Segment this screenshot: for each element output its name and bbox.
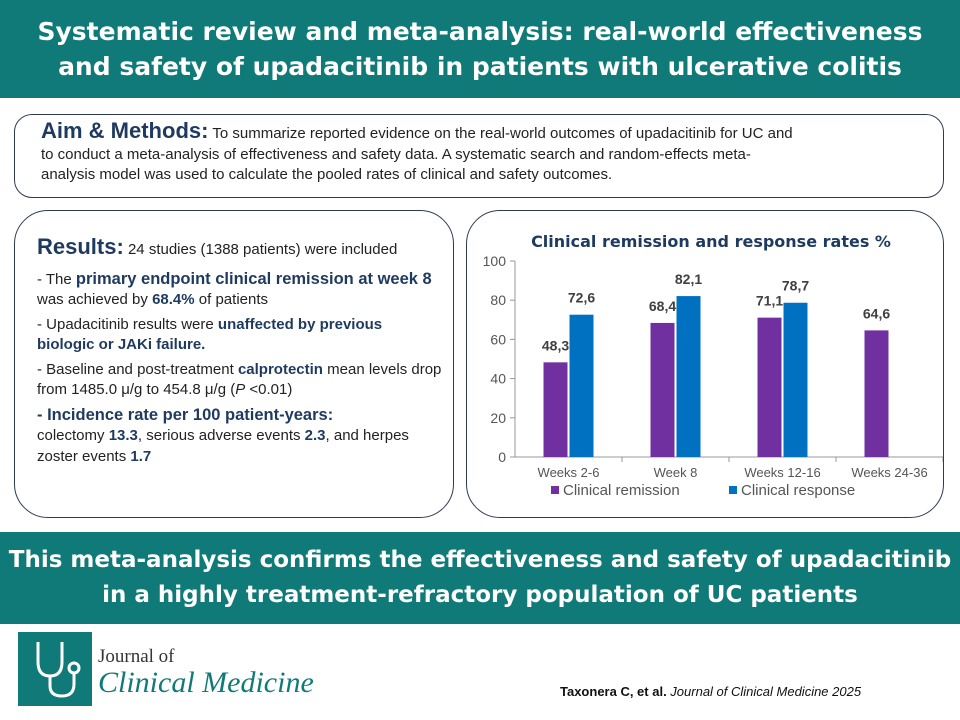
text: , serious adverse events [137, 427, 305, 444]
stethoscope-icon [18, 632, 92, 706]
title-banner: Systematic review and meta-analysis: rea… [0, 0, 960, 98]
conclusion-line-1: This meta-analysis confirms the effectiv… [8, 547, 952, 573]
bar-chart: Clinical remission and response rates % 0… [483, 232, 943, 499]
result-prior-failure: - Upadacitinib results were unaffected b… [37, 315, 443, 356]
y-tick-label: 60 [490, 331, 506, 347]
result-incidence: - Incidence rate per 100 patient-years: c… [37, 405, 443, 468]
data-label: 71,1 [756, 293, 783, 309]
logo-text-2: Clinical Medicine [98, 666, 314, 699]
results-heading: Results: [37, 234, 124, 259]
chart-card: Clinical remission and response rates % 0… [466, 210, 944, 518]
data-label: 48,3 [542, 337, 569, 353]
bar-clinical-remission [650, 322, 675, 457]
aim-line-2: to conduct a meta-analysis of effectiven… [41, 145, 751, 163]
conclusion-line-2: in a highly treatment-refractory populat… [102, 582, 858, 608]
results-intro-text: 24 studies (1388 patients) were included [123, 241, 398, 258]
bar-clinical-remission [543, 362, 568, 457]
aim-methods-card: Aim & Methods: To summarize reported evi… [14, 114, 944, 198]
data-label: 64,6 [863, 305, 890, 321]
text: colectomy [37, 427, 109, 444]
x-tick-label: Week 8 [654, 465, 698, 480]
chart-title: Clinical remission and response rates % [531, 232, 891, 251]
highlight: - Incidence rate per 100 patient-years: [37, 405, 334, 424]
data-label: 72,6 [568, 290, 595, 306]
bar-clinical-response [783, 302, 808, 457]
x-tick-label: Weeks 2-6 [538, 465, 600, 480]
aim-line-1: Aim & Methods: To summarize reported evi… [41, 118, 929, 145]
results-intro: Results: 24 studies (1388 patients) were… [37, 234, 443, 261]
x-tick-label: Weeks 24-36 [851, 465, 927, 480]
p-symbol: P [235, 381, 246, 398]
legend-swatch [729, 486, 737, 494]
value: 2.3 [304, 427, 326, 444]
citation-authors: Taxonera C, et al. [560, 684, 667, 699]
title-line-1: Systematic review and meta-analysis: rea… [37, 17, 923, 46]
aim-text-1: To summarize reported evidence on the re… [208, 125, 793, 142]
text: of patients [194, 291, 269, 308]
y-tick-label: 80 [490, 292, 506, 308]
bar-clinical-response [676, 296, 701, 457]
text: mean levels drop from 1485.0 μ/g to 454.… [37, 360, 442, 399]
text: was achieved by [37, 291, 153, 308]
highlight: calprotectin [237, 360, 323, 378]
aim-heading: Aim & Methods: [41, 118, 209, 143]
value: 1.7 [130, 447, 152, 465]
y-tick-label: 0 [498, 449, 506, 465]
aim-line-3: analysis model was used to calculate the… [41, 166, 613, 183]
legend-label: Clinical remission [563, 482, 680, 499]
journal-logo: Journal of Clinical Medicine [18, 632, 318, 708]
data-label: 68,4 [649, 298, 676, 314]
text: - The [37, 270, 76, 288]
result-calprotectin: - Baseline and post-treatment calprotect… [37, 360, 443, 401]
results-card: Results: 24 studies (1388 patients) were… [14, 210, 454, 518]
data-label: 78,7 [782, 278, 809, 294]
title-line-2: and safety of upadacitinib in patients w… [58, 52, 902, 81]
conclusion-banner: This meta-analysis confirms the effectiv… [0, 532, 960, 624]
text: , and herpes zoster events [37, 427, 409, 465]
result-primary-endpoint: - The primary endpoint clinical remissio… [37, 269, 443, 311]
x-tick-label: Weeks 12-16 [744, 465, 820, 480]
y-tick-label: 100 [483, 253, 507, 269]
citation-journal: Journal of Clinical Medicine 2025 [666, 684, 862, 699]
value: 13.3 [108, 427, 138, 444]
citation: Taxonera C, et al. Journal of Clinical M… [560, 684, 861, 699]
data-label: 82,1 [675, 271, 702, 287]
highlight: primary endpoint clinical remission at w… [75, 269, 432, 288]
y-tick-label: 20 [490, 410, 506, 426]
highlight: unaffected by previous biologic or JAKi … [37, 315, 383, 354]
bar-clinical-remission [864, 330, 889, 457]
legend-label: Clinical response [741, 482, 855, 499]
bar-clinical-response [569, 314, 594, 457]
legend-swatch [551, 486, 559, 494]
text: - Baseline and post-treatment [37, 360, 238, 378]
logo-text-1: Journal of [98, 646, 175, 667]
text: <0.01) [245, 381, 293, 398]
bar-clinical-remission [757, 317, 782, 457]
text: - Upadacitinib results were [37, 315, 218, 333]
y-tick-label: 40 [490, 371, 506, 387]
value: 68.4% [152, 291, 195, 308]
